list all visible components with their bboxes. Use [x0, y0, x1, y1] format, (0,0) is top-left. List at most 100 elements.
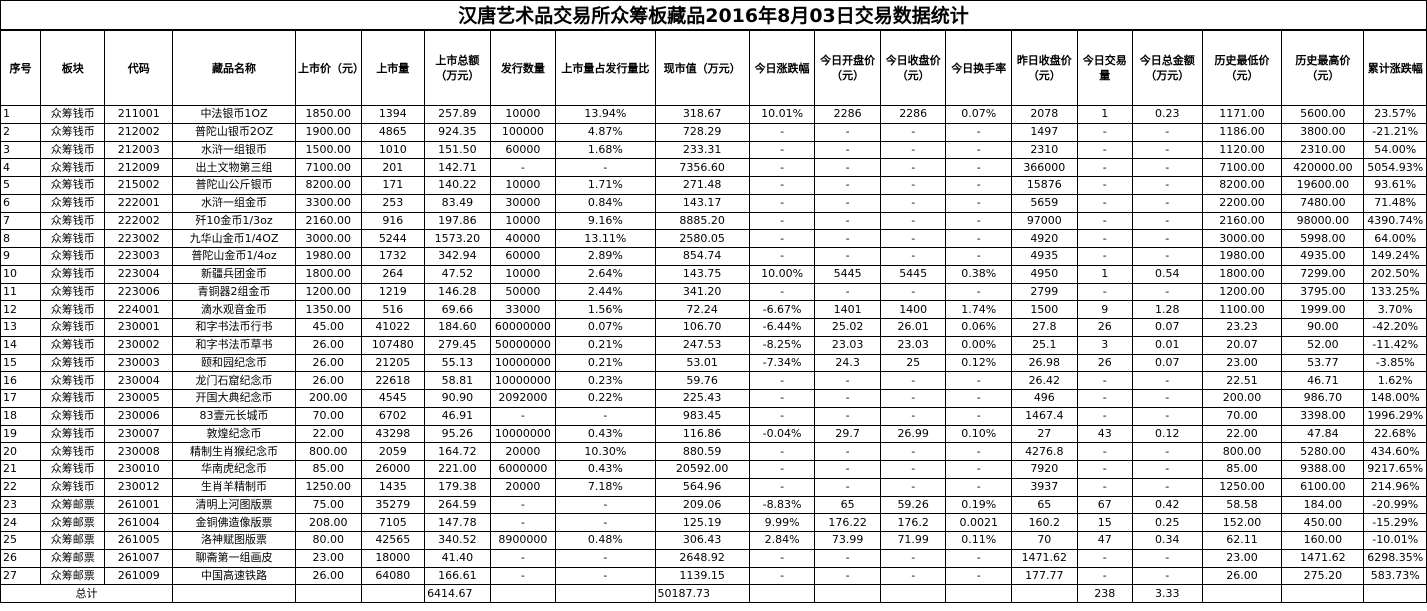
cell-hist-high: 98000.00 — [1281, 211, 1365, 231]
cell-listing-ratio: 0.23% — [555, 371, 656, 390]
cell-seq: 13 — [0, 318, 41, 337]
cell-cum-change: 9217.65% — [1363, 460, 1427, 479]
cell-listing-price: 22.00 — [295, 424, 362, 444]
cell-listing-volume: 916 — [360, 211, 426, 231]
cell-volume: - — [1076, 442, 1133, 461]
cell-volume: - — [1076, 140, 1133, 160]
cell-market-value: 1139.15 — [654, 566, 750, 586]
table-body: 1 众筹钱币 211001 中法银币1OZ 1850.00 1394 257.89 10000… — [0, 105, 1427, 586]
cell-hist-low: 8200.00 — [1201, 176, 1283, 195]
table-row: 5 众筹钱币 215002 普陀山公斤银币 8200.00 171 140.22 10000 1… — [0, 176, 1427, 195]
cell-name: 龙门石窟纪念币 — [172, 371, 296, 390]
cell-listing-ratio: 0.43% — [555, 424, 656, 444]
cell-change-pct: - — [748, 211, 816, 231]
cell-sector: 众筹邮票 — [39, 531, 106, 550]
cell-amount: 0.25 — [1131, 513, 1203, 532]
cell-listing-amount: 924.35 — [424, 122, 491, 142]
cell-code: 215002 — [104, 176, 174, 195]
cell-amount: - — [1131, 193, 1203, 213]
cell-change-pct: 2.84% — [748, 531, 816, 550]
cell-open-price: 65 — [814, 495, 881, 515]
column-header: 今日开盘价（元） — [814, 30, 881, 106]
cell-hist-low: 1250.00 — [1201, 477, 1283, 497]
cell-market-value: 20592.00 — [654, 460, 750, 479]
cell-sector: 众筹钱币 — [39, 122, 106, 142]
cell-code: 223003 — [104, 247, 174, 266]
cell-listing-amount: 184.60 — [424, 318, 491, 337]
cell-hist-low: 1980.00 — [1201, 247, 1283, 266]
cell-volume: - — [1076, 548, 1133, 568]
cell-listing-volume: 4545 — [360, 389, 426, 408]
cell-listing-price: 1980.00 — [295, 247, 362, 266]
cell-change-pct: - — [748, 548, 816, 568]
cell-open-price: - — [814, 406, 881, 426]
cell-cum-change: 214.96% — [1363, 477, 1427, 497]
cell-open-price: - — [814, 460, 881, 479]
cell-close-price: 25 — [879, 353, 947, 373]
cell-hist-low: 26.00 — [1201, 566, 1283, 586]
cell-listing-price: 1350.00 — [295, 300, 362, 319]
cell-amount: - — [1131, 158, 1203, 177]
cell-turnover: 0.11% — [945, 531, 1013, 550]
cell-hist-high: 7480.00 — [1281, 193, 1365, 213]
cell-cum-change: 3.70% — [1363, 300, 1427, 319]
cell-code: 223006 — [104, 282, 174, 302]
cell-listing-price: 1250.00 — [295, 477, 362, 497]
cell-seq: 7 — [0, 211, 41, 231]
column-header: 序号 — [0, 30, 41, 106]
cell-issue-qty: 10000000 — [489, 371, 557, 390]
cell-prev-close: 26.42 — [1011, 371, 1078, 390]
cell-listing-amount: 47.52 — [424, 264, 491, 284]
cell-seq: 6 — [0, 193, 41, 213]
cell-turnover: - — [945, 193, 1013, 213]
cell-amount: - — [1131, 460, 1203, 479]
cell-open-price: - — [814, 176, 881, 195]
cell-issue-qty: 8900000 — [489, 531, 557, 550]
cell-code: 211001 — [104, 105, 174, 124]
cell-sector: 众筹钱币 — [39, 247, 106, 266]
cell-listing-amount: 197.86 — [424, 211, 491, 231]
cell-listing-ratio: 0.48% — [555, 531, 656, 550]
column-header: 现市值（万元） — [654, 30, 750, 106]
cell-cum-change: 1996.29% — [1363, 406, 1427, 426]
cell-volume: - — [1076, 477, 1133, 497]
cell-hist-low: 58.58 — [1201, 495, 1283, 515]
cell-hist-low: 800.00 — [1201, 442, 1283, 461]
cell-cum-change: -20.99% — [1363, 495, 1427, 515]
cell-open-price: - — [814, 158, 881, 177]
cell-prev-close: 15876 — [1011, 176, 1078, 195]
cell-sector: 众筹钱币 — [39, 389, 106, 408]
cell-turnover: - — [945, 176, 1013, 195]
cell-listing-volume: 22618 — [360, 371, 426, 390]
cell-amount: 1.28 — [1131, 300, 1203, 319]
cell-sector: 众筹钱币 — [39, 140, 106, 160]
cell-volume: - — [1076, 389, 1133, 408]
cell-listing-amount: 279.45 — [424, 335, 491, 355]
cell-hist-high: 4935.00 — [1281, 247, 1365, 266]
cell-listing-amount: 90.90 — [424, 389, 491, 408]
cell-seq: 15 — [0, 353, 41, 373]
cell-close-price: - — [879, 247, 947, 266]
cell-market-value: 306.43 — [654, 531, 750, 550]
cell-code: 230003 — [104, 353, 174, 373]
cell-listing-volume: 21205 — [360, 353, 426, 373]
cell-prev-close: 1497 — [1011, 122, 1078, 142]
cell-listing-price: 800.00 — [295, 442, 362, 461]
cell-hist-high: 420000.00 — [1281, 158, 1365, 177]
cell-name: 开国大典纪念币 — [172, 389, 296, 408]
cell-market-value: 7356.60 — [654, 158, 750, 177]
cell-issue-qty: 60000 — [489, 247, 557, 266]
cell-listing-volume: 107480 — [360, 335, 426, 355]
cell-name: 金铜佛造像版票 — [172, 513, 296, 532]
cell-change-pct: - — [748, 193, 816, 213]
cell-close-price: - — [879, 176, 947, 195]
cell-issue-qty: 2092000 — [489, 389, 557, 408]
cell-seq: 10 — [0, 264, 41, 284]
cell-name: 滴水观音金币 — [172, 300, 296, 319]
cell-sector: 众筹钱币 — [39, 158, 106, 177]
cell-change-pct: -8.25% — [748, 335, 816, 355]
column-header: 今日交易量 — [1076, 30, 1133, 106]
cell-hist-high: 5280.00 — [1281, 442, 1365, 461]
cell-cum-change: -11.42% — [1363, 335, 1427, 355]
cell-hist-low: 2200.00 — [1201, 193, 1283, 213]
